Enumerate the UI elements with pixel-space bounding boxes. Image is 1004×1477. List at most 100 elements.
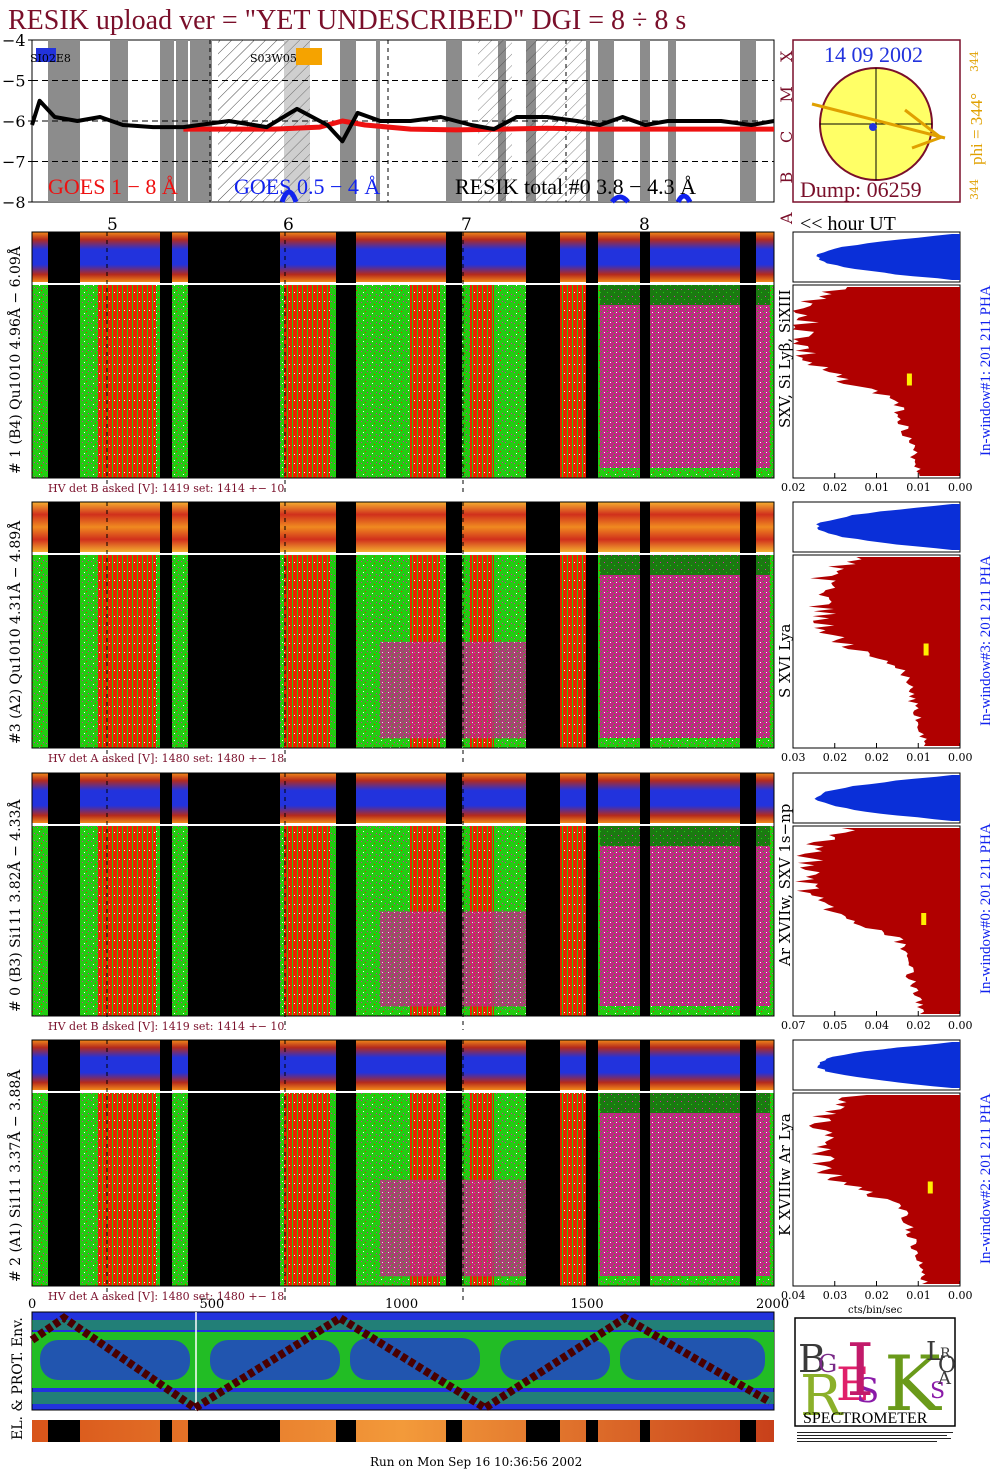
env-label: EL. & PROT. Env. bbox=[10, 1317, 26, 1440]
hist-tick-label: 0.07 bbox=[781, 1019, 806, 1032]
goes-ytick-label: −5 bbox=[2, 72, 26, 91]
phi-label: phi = 344° bbox=[967, 93, 986, 165]
badge-center-label: S03W05 bbox=[250, 52, 297, 65]
spectrum-histogram bbox=[808, 1095, 960, 1284]
hist-tick-label: 0.04 bbox=[781, 1289, 806, 1302]
hist-tick-label: 0.01 bbox=[865, 481, 890, 494]
goes-0.5-4-curve bbox=[279, 189, 299, 203]
in-window-label: In-window#1: 201 211 PHA bbox=[978, 285, 994, 456]
logo-letter: R bbox=[800, 1364, 844, 1429]
in-window-label: In-window#2: 201 211 PHA bbox=[978, 1093, 994, 1264]
hist-marker bbox=[927, 1181, 933, 1194]
histogram-panel: 0.07 0.05 0.04 0.02 0.00 In-window#0: 201 211… bbox=[781, 772, 994, 1032]
hist-tick-label: 0.00 bbox=[948, 1289, 973, 1302]
pha-histogram bbox=[816, 234, 960, 280]
spectral-lines-label: SXV, Si Lyβ, SiXIII bbox=[776, 289, 794, 428]
env-tick-label: 500 bbox=[200, 1297, 225, 1312]
hist-marker bbox=[923, 643, 929, 656]
phi-bottom: 344 bbox=[968, 179, 981, 200]
detector-label: # 2 (A1) Si111 3.37Å − 3.88Å bbox=[6, 1069, 24, 1282]
date-label: 14 09 2002 bbox=[824, 42, 923, 67]
pha-histogram bbox=[817, 1042, 960, 1088]
hist-tick-label: 0.04 bbox=[865, 1019, 890, 1032]
badge-center bbox=[296, 48, 322, 65]
legend-goes1: GOES 1 − 8 Å bbox=[48, 174, 178, 199]
roll-angle-line bbox=[811, 102, 946, 140]
histogram-panel: 0.03 0.02 0.02 0.01 0.00 In-window#3: 201 211… bbox=[781, 501, 994, 764]
hour-axis-label: << hour UT bbox=[800, 213, 896, 235]
hist-tick-label: 0.01 bbox=[906, 1289, 931, 1302]
hist-tick-label: 0.02 bbox=[823, 481, 848, 494]
logo-letter: S bbox=[930, 1379, 945, 1404]
legend-resik: RESIK total #0 3.8 − 4.3 Å bbox=[455, 174, 696, 199]
in-window-label: In-window#3: 201 211 PHA bbox=[978, 555, 994, 726]
detector-panel: HV det B asked [V]: 1419 set: 1414 +− 10… bbox=[6, 772, 794, 1033]
spectrum-strip bbox=[32, 502, 774, 552]
goes-panel: −4 −5 −6 −7 −8 SI02E8 S03W05 GOES 1 − 8 Å GO… bbox=[2, 31, 796, 225]
hist-tick-label: 0.00 bbox=[948, 751, 973, 764]
spectrum-strip bbox=[32, 1040, 774, 1090]
resik-logo: B R G E S I K S O L A R SPECTROMETER bbox=[794, 1317, 956, 1444]
hv-label: HV det B asked [V]: 1419 set: 1414 +− 10 bbox=[48, 482, 284, 495]
goes-0.5-4-curve bbox=[675, 193, 693, 204]
logo-letter: L bbox=[926, 1337, 943, 1367]
flare-class-label: C bbox=[777, 131, 796, 143]
dump-label: Dump: 06259 bbox=[800, 177, 922, 202]
logo-letter: A bbox=[937, 1368, 952, 1389]
logo-letter: S bbox=[856, 1371, 879, 1411]
histogram-panel: 0.02 0.02 0.01 0.01 0.00 In-window#1: 201 211… bbox=[781, 231, 994, 494]
logo-letter: E bbox=[836, 1357, 870, 1411]
spectrum-histogram bbox=[808, 557, 960, 746]
flare-class-label: A bbox=[777, 212, 796, 225]
hist-tick-label: 0.00 bbox=[948, 481, 973, 494]
pha-histogram bbox=[814, 775, 960, 821]
hist-tick-label: 0.00 bbox=[948, 1019, 973, 1032]
page-title: RESIK upload ver = "YET UNDESCRIBED" DGI… bbox=[8, 5, 686, 36]
env-tick-label: 0 bbox=[28, 1297, 36, 1312]
hist-marker bbox=[921, 913, 927, 925]
logo-name: SPECTROMETER bbox=[803, 1410, 928, 1427]
sun-panel: 14 09 2002 Dump: 06259 phi = 344° 344 34… bbox=[792, 39, 986, 203]
hour-tick: 6 bbox=[283, 215, 294, 235]
spectrum-histogram bbox=[793, 287, 960, 476]
hist-marker bbox=[906, 373, 912, 386]
env-tick-label: 1000 bbox=[385, 1297, 418, 1312]
hv-label: HV det B asked [V]: 1419 set: 1414 +− 10 bbox=[48, 1020, 284, 1033]
hv-label: HV det A asked [V]: 1480 set: 1480 +− 18 bbox=[48, 1290, 284, 1303]
goes-ytick-label: −8 bbox=[2, 193, 26, 212]
hist-tick-label: 0.01 bbox=[906, 751, 931, 764]
pha-histogram bbox=[816, 504, 960, 550]
in-window-label: In-window#0: 201 211 PHA bbox=[978, 823, 994, 994]
env-tick-label: 1500 bbox=[571, 1297, 604, 1312]
resik-total-curve bbox=[30, 98, 775, 144]
hist-tick-label: 0.02 bbox=[865, 751, 890, 764]
flare-class-label: X bbox=[777, 50, 796, 62]
hist-tick-label: 0.02 bbox=[781, 481, 806, 494]
hist-tick-label: 0.05 bbox=[823, 1019, 848, 1032]
logo-letter: K bbox=[884, 1339, 942, 1428]
logo-letter: R bbox=[940, 1346, 951, 1362]
hour-tick: 8 bbox=[639, 215, 650, 235]
hour-tick: 5 bbox=[107, 215, 118, 235]
env-strip bbox=[32, 1420, 774, 1442]
detector-panel: HV det B asked [V]: 1419 set: 1414 +− 10… bbox=[6, 231, 794, 495]
flare-class-label: B bbox=[777, 172, 796, 184]
hist-tick-label: 0.03 bbox=[823, 1289, 848, 1302]
footer-run-info: Run on Mon Sep 16 10:36:56 2002 bbox=[370, 1455, 582, 1469]
detector-label: # 0 (B3) Si111 3.82Å − 4.33Å bbox=[6, 799, 24, 1012]
logo-letter: G bbox=[818, 1350, 837, 1378]
detector-label: #3 (A2) Qu1010 4.31Å − 4.89Å bbox=[6, 520, 24, 744]
goes-ytick-label: −4 bbox=[2, 31, 26, 50]
badge-left-label: SI02E8 bbox=[30, 52, 71, 65]
hist-xlabel: cts/bin/sec bbox=[848, 1305, 903, 1316]
env-zigzag-track bbox=[29, 1313, 773, 1413]
logo-letter: B bbox=[798, 1337, 826, 1381]
flare-class-label: M bbox=[777, 86, 796, 102]
goes-1-8-curve bbox=[183, 118, 774, 133]
goes-0.5-4-curve bbox=[610, 194, 630, 204]
badge-left bbox=[36, 48, 56, 62]
flare-position bbox=[869, 123, 877, 131]
spectrum-strip bbox=[32, 232, 774, 282]
hist-tick-label: 0.02 bbox=[906, 1019, 931, 1032]
hist-tick-label: 0.01 bbox=[906, 481, 931, 494]
